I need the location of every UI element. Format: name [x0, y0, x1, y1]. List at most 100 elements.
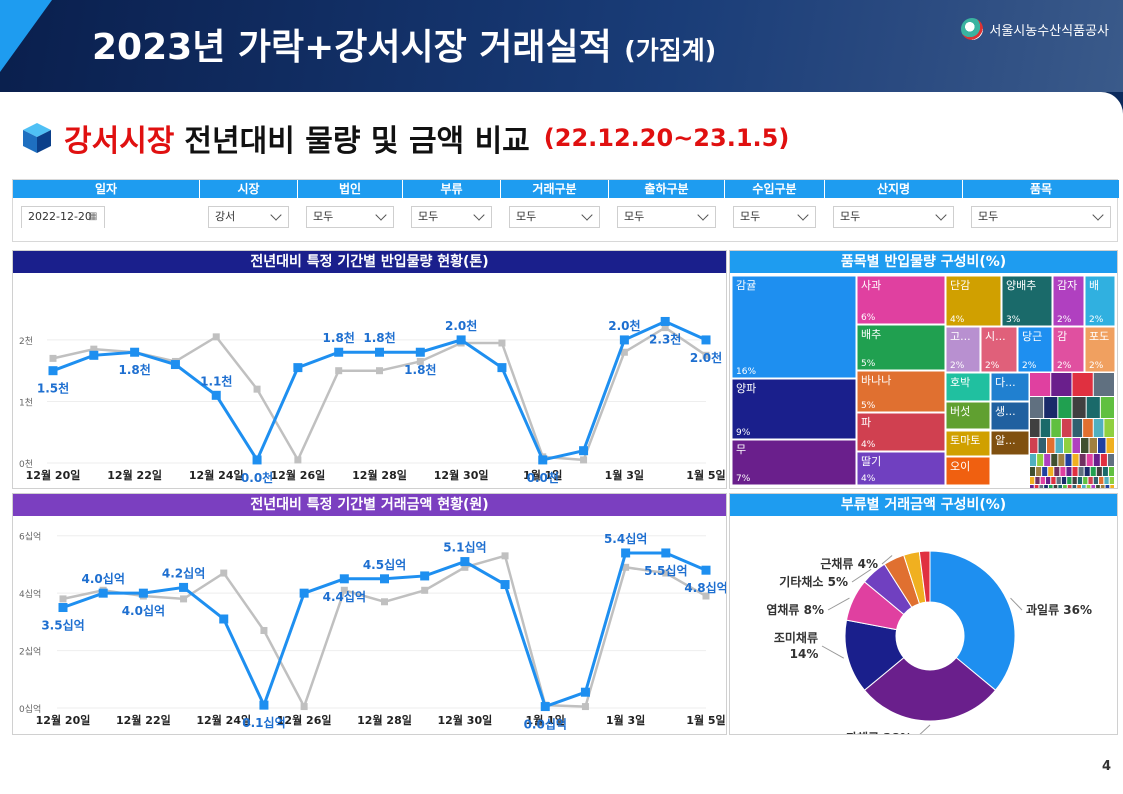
treemap-small-cell[interactable]: [1093, 454, 1100, 466]
treemap-small-cell[interactable]: [1038, 438, 1047, 453]
treemap-small-cell[interactable]: [1100, 485, 1105, 490]
treemap-small-cell[interactable]: [1072, 485, 1077, 490]
treemap-small-cell[interactable]: [1083, 477, 1088, 484]
treemap-cell[interactable]: [945, 275, 1002, 327]
treemap-small-cell[interactable]: [1030, 373, 1051, 396]
treemap-small-cell[interactable]: [1091, 485, 1096, 490]
treemap-small-cell[interactable]: [1036, 467, 1042, 476]
treemap-small-cell[interactable]: [1030, 397, 1044, 418]
treemap-small-cell[interactable]: [1058, 485, 1063, 490]
treemap-cell[interactable]: [731, 439, 857, 486]
treemap-small-cell[interactable]: [1035, 477, 1040, 484]
treemap-small-cell[interactable]: [1030, 419, 1040, 437]
treemap-small-cell[interactable]: [1107, 454, 1114, 466]
treemap-small-cell[interactable]: [1072, 477, 1077, 484]
treemap-cell[interactable]: [945, 326, 981, 373]
treemap-small-cell[interactable]: [1030, 477, 1035, 484]
treemap-small-cell[interactable]: [1044, 397, 1058, 418]
treemap-small-cell[interactable]: [1072, 454, 1079, 466]
treemap-cell[interactable]: [856, 451, 946, 486]
treemap-small-cell[interactable]: [1044, 485, 1048, 490]
treemap-small-cell[interactable]: [1079, 454, 1086, 466]
treemap-small-cell[interactable]: [1072, 397, 1086, 418]
treemap-small-cell[interactable]: [1077, 485, 1081, 490]
treemap-small-cell[interactable]: [1061, 419, 1072, 437]
treemap-cell[interactable]: [856, 370, 946, 413]
treemap-small-cell[interactable]: [1078, 467, 1084, 476]
treemap-cell[interactable]: [1001, 275, 1053, 327]
treemap-small-cell[interactable]: [1109, 477, 1114, 484]
treemap-small-cell[interactable]: [1048, 467, 1054, 476]
treemap-cell[interactable]: [990, 401, 1030, 431]
treemap-cell[interactable]: [731, 275, 857, 379]
donut-slice[interactable]: [863, 656, 997, 722]
treemap-cell[interactable]: [980, 326, 1018, 373]
treemap-small-cell[interactable]: [1030, 454, 1037, 466]
filter-dropdown[interactable]: 모두: [971, 206, 1111, 228]
treemap-small-cell[interactable]: [1098, 438, 1106, 453]
treemap-small-cell[interactable]: [1083, 419, 1093, 437]
treemap-cell[interactable]: [945, 456, 991, 486]
treemap-small-cell[interactable]: [1100, 454, 1107, 466]
treemap-small-cell[interactable]: [1104, 477, 1109, 484]
treemap-small-cell[interactable]: [1072, 438, 1081, 453]
treemap-small-cell[interactable]: [1104, 419, 1114, 437]
treemap-small-cell[interactable]: [1039, 485, 1044, 490]
filter-dropdown[interactable]: 모두: [509, 206, 600, 228]
donut-slice[interactable]: [929, 550, 1016, 691]
treemap-small-cell[interactable]: [1093, 477, 1099, 484]
treemap-cell[interactable]: [945, 372, 991, 402]
treemap-small-cell[interactable]: [1042, 467, 1048, 476]
treemap-small-cell[interactable]: [1040, 419, 1051, 437]
treemap-cell[interactable]: [1084, 326, 1116, 373]
treemap-small-cell[interactable]: [1056, 477, 1061, 484]
treemap-cell[interactable]: [1052, 275, 1085, 327]
treemap-small-cell[interactable]: [1045, 477, 1051, 484]
treemap-small-cell[interactable]: [1053, 485, 1058, 490]
treemap-small-cell[interactable]: [1072, 373, 1093, 396]
treemap-small-cell[interactable]: [1040, 477, 1045, 484]
filter-dropdown[interactable]: 모두: [411, 206, 492, 228]
treemap-small-cell[interactable]: [1093, 419, 1104, 437]
treemap-small-cell[interactable]: [1064, 438, 1072, 453]
treemap-small-cell[interactable]: [1096, 467, 1102, 476]
filter-dropdown[interactable]: 모두: [617, 206, 716, 228]
treemap-small-cell[interactable]: [1058, 454, 1065, 466]
donut-slice[interactable]: [918, 550, 931, 603]
treemap-small-cell[interactable]: [1055, 438, 1064, 453]
treemap-small-cell[interactable]: [1096, 485, 1100, 490]
treemap-cell[interactable]: [990, 430, 1030, 456]
treemap-small-cell[interactable]: [1105, 485, 1110, 490]
treemap-cell[interactable]: [856, 275, 946, 325]
treemap-small-cell[interactable]: [1110, 485, 1114, 490]
treemap-small-cell[interactable]: [1030, 438, 1038, 453]
treemap-small-cell[interactable]: [1061, 477, 1067, 484]
treemap-small-cell[interactable]: [1037, 454, 1044, 466]
treemap-small-cell[interactable]: [1054, 467, 1060, 476]
treemap-small-cell[interactable]: [1086, 485, 1091, 490]
treemap-small-cell[interactable]: [1093, 373, 1114, 396]
treemap-small-cell[interactable]: [1067, 485, 1072, 490]
treemap-small-cell[interactable]: [1106, 438, 1115, 453]
treemap-small-cell[interactable]: [1081, 438, 1089, 453]
treemap-small-cell[interactable]: [1051, 454, 1058, 466]
treemap-small-cell[interactable]: [1044, 454, 1051, 466]
filter-dropdown[interactable]: 모두: [833, 206, 954, 228]
treemap-small-cell[interactable]: [1090, 467, 1096, 476]
treemap-small-cell[interactable]: [1060, 467, 1066, 476]
treemap-small-cell[interactable]: [1100, 397, 1114, 418]
treemap-small-cell[interactable]: [1030, 467, 1036, 476]
treemap-small-cell[interactable]: [1048, 485, 1053, 490]
treemap-small-cell[interactable]: [1084, 467, 1090, 476]
treemap-cell[interactable]: [1084, 275, 1116, 327]
treemap-small-cell[interactable]: [1030, 485, 1034, 490]
treemap-small-cell[interactable]: [1099, 477, 1104, 484]
date-picker[interactable]: 2022-12-20 ▦: [21, 206, 105, 228]
treemap-cell[interactable]: [945, 430, 991, 457]
treemap-cell[interactable]: [945, 401, 991, 430]
treemap-small-cell[interactable]: [1077, 477, 1083, 484]
treemap-small-cell[interactable]: [1051, 477, 1056, 484]
treemap-small-cell[interactable]: [1108, 467, 1114, 476]
filter-dropdown[interactable]: 강서: [208, 206, 289, 228]
treemap-small-cell[interactable]: [1051, 419, 1061, 437]
